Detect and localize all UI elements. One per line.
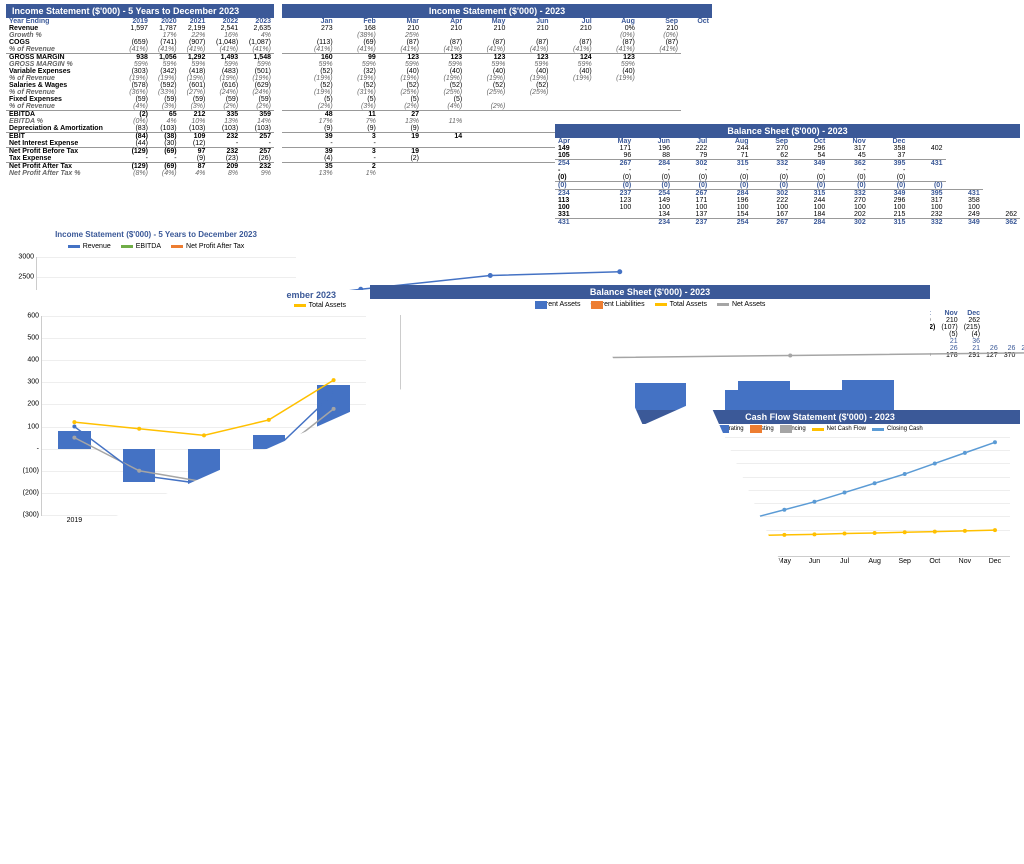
is-annual-title: Income Statement ($'000) - 5 Years to De… <box>6 4 274 18</box>
bs-annual-title-partial: ember 2023 <box>6 290 376 300</box>
is-chart-title: Income Statement ($'000) - 5 Years to De… <box>6 228 306 241</box>
bs-monthly-legend: Current AssetsCurrent LiabilitiesTotal A… <box>370 299 930 310</box>
bs-monthly-title: Balance Sheet ($'000) - 2023 <box>555 124 1020 138</box>
balance-sheet-monthly-table: Balance Sheet ($'000) - 2023 AprMayJunJu… <box>555 124 1020 226</box>
bs-chart-monthly-title: Balance Sheet ($'000) - 2023 <box>370 285 930 299</box>
is-monthly-title: Income Statement ($'000) - 2023 <box>282 4 712 18</box>
bs-snippet-tbl: OctNovDec210210262(182)(107)(215)(2)(5)(… <box>916 310 1024 359</box>
bs-monthly-tbl: AprMayJunJulAugSepOctNovDec1491711962222… <box>555 138 1020 226</box>
is-annual-table: Year Ending20192020202120222023Revenue1,… <box>6 18 274 177</box>
income-statement-annual: Income Statement ($'000) - 5 Years to De… <box>6 4 274 177</box>
bs-snippet: OctNovDec210210262(182)(107)(215)(2)(5)(… <box>916 310 1020 359</box>
bs-annual-legend: Total Assets <box>6 300 376 311</box>
is-chart-legend: RevenueEBITDANet Profit After Tax <box>6 241 306 252</box>
legend-total-assets: Total Assets <box>309 302 346 309</box>
